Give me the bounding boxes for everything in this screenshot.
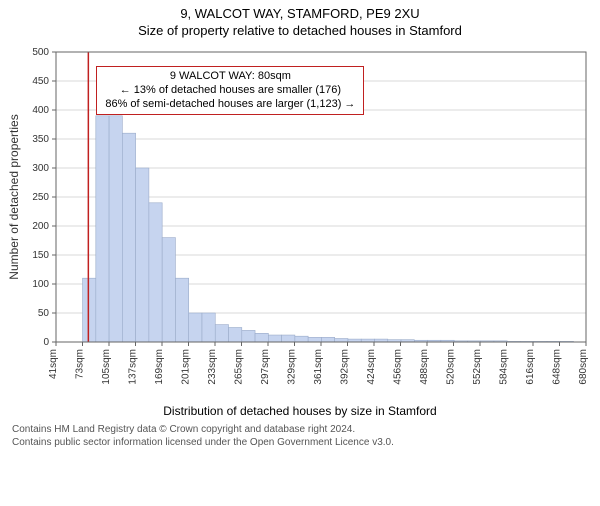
chart-area: 0 50 100 150 200 250 300 350 400 450 500 41sqm 73sqm… (0, 42, 600, 402)
svg-text:150: 150 (32, 250, 49, 261)
x-axis-label: Distribution of detached houses by size … (0, 404, 600, 418)
svg-text:300: 300 (32, 163, 49, 174)
svg-text:584sqm: 584sqm (499, 349, 510, 385)
footer: Contains HM Land Registry data © Crown c… (12, 424, 592, 449)
annotation-line1: 9 WALCOT WAY: 80sqm (105, 70, 355, 84)
svg-text:50: 50 (38, 308, 50, 319)
annotation-line3: 86% of semi-detached houses are larger (… (105, 98, 355, 112)
svg-text:488sqm: 488sqm (419, 349, 430, 385)
svg-text:648sqm: 648sqm (552, 349, 563, 385)
svg-text:250: 250 (32, 192, 49, 203)
svg-text:233sqm: 233sqm (207, 349, 218, 385)
svg-text:105sqm: 105sqm (101, 349, 112, 385)
annotation-line2: ← 13% of detached houses are smaller (17… (105, 84, 355, 98)
svg-text:329sqm: 329sqm (287, 349, 298, 385)
svg-text:456sqm: 456sqm (393, 349, 404, 385)
svg-text:424sqm: 424sqm (366, 349, 377, 385)
svg-text:552sqm: 552sqm (472, 349, 483, 385)
svg-text:680sqm: 680sqm (578, 349, 589, 385)
footer-line2: Contains public sector information licen… (12, 437, 592, 450)
svg-text:350: 350 (32, 134, 49, 145)
svg-text:73sqm: 73sqm (75, 349, 86, 379)
svg-text:41sqm: 41sqm (48, 349, 59, 379)
title-subtitle: Size of property relative to detached ho… (0, 23, 600, 38)
svg-text:392sqm: 392sqm (340, 349, 351, 385)
footer-line1: Contains HM Land Registry data © Crown c… (12, 424, 592, 437)
svg-text:361sqm: 361sqm (313, 349, 324, 385)
svg-text:450: 450 (32, 76, 49, 87)
svg-text:616sqm: 616sqm (525, 349, 536, 385)
svg-text:500: 500 (32, 47, 49, 58)
svg-text:Number of detached properties: Number of detached properties (7, 114, 21, 279)
svg-text:520sqm: 520sqm (446, 349, 457, 385)
svg-text:100: 100 (32, 279, 49, 290)
svg-text:265sqm: 265sqm (234, 349, 245, 385)
title-address: 9, WALCOT WAY, STAMFORD, PE9 2XU (0, 6, 600, 21)
svg-text:137sqm: 137sqm (128, 349, 139, 385)
svg-text:201sqm: 201sqm (181, 349, 192, 385)
svg-text:169sqm: 169sqm (154, 349, 165, 385)
svg-text:400: 400 (32, 105, 49, 116)
svg-text:200: 200 (32, 221, 49, 232)
svg-text:297sqm: 297sqm (260, 349, 271, 385)
annotation-box: 9 WALCOT WAY: 80sqm ← 13% of detached ho… (96, 66, 364, 115)
svg-text:0: 0 (43, 337, 49, 348)
